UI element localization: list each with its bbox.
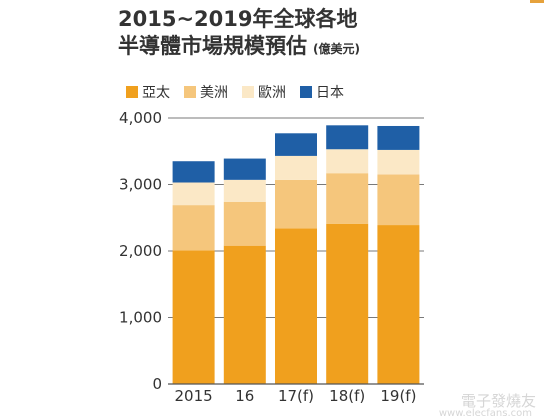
unit-label: (億美元) xyxy=(313,42,360,56)
x-tick-label-1: 16 xyxy=(235,387,254,405)
bar-3-0 xyxy=(326,223,369,384)
bar-4-1 xyxy=(377,174,420,226)
legend-label-1: 美洲 xyxy=(200,85,228,101)
chart-title-line2: 半導體市場規模預估 (億美元) xyxy=(118,33,538,63)
chart-legend: 亞太 美洲 歐洲 日本 xyxy=(126,83,358,101)
y-tick-label-1: 1,000 xyxy=(119,309,162,327)
watermark-text: 電子發燒友 xyxy=(460,392,536,410)
x-tick-label-4: 19(f) xyxy=(380,387,416,405)
legend-item-1: 美洲 xyxy=(184,82,228,102)
bar-0-2 xyxy=(172,182,215,206)
legend-label-3: 日本 xyxy=(316,85,344,101)
watermark-url: www.elecfans.com xyxy=(438,408,532,419)
y-tick-label-2: 2,000 xyxy=(119,242,162,260)
bar-4-3 xyxy=(377,125,420,150)
bar-0-1 xyxy=(172,205,215,251)
legend-label-2: 歐洲 xyxy=(258,85,286,101)
legend-label-0: 亞太 xyxy=(142,85,170,101)
legend-item-0: 亞太 xyxy=(126,82,170,102)
legend-swatch-3 xyxy=(300,86,312,98)
bar-3-3 xyxy=(326,125,369,150)
bar-3-2 xyxy=(326,149,369,174)
bar-0-3 xyxy=(172,161,215,183)
bar-2-2 xyxy=(275,155,317,180)
legend-swatch-0 xyxy=(126,86,138,98)
bar-2-3 xyxy=(275,133,317,156)
legend-swatch-1 xyxy=(184,86,196,98)
bar-2-1 xyxy=(275,179,317,229)
chart-title-block: 2015~2019年全球各地 半導體市場規模預估 (億美元) xyxy=(118,6,538,63)
legend-item-2: 歐洲 xyxy=(242,82,286,102)
bar-4-0 xyxy=(377,225,420,384)
chart-title-line1: 2015~2019年全球各地 xyxy=(118,7,358,31)
x-tick-label-3: 18(f) xyxy=(329,387,365,405)
corner-accent-mark xyxy=(530,0,544,3)
legend-item-3: 日本 xyxy=(300,82,344,102)
y-tick-label-3: 3,000 xyxy=(119,176,162,194)
bar-0-0 xyxy=(172,250,215,384)
bar-2-0 xyxy=(275,228,317,384)
chart-title-line2-text: 半導體市場規模預估 xyxy=(118,34,307,58)
bar-3-1 xyxy=(326,173,369,224)
x-tick-label-2: 17(f) xyxy=(278,387,314,405)
bar-1-1 xyxy=(223,201,266,246)
y-tick-label-4: 4,000 xyxy=(119,109,162,127)
y-tick-label-0: 0 xyxy=(152,375,162,393)
bar-1-3 xyxy=(223,158,266,180)
x-tick-label-0: 2015 xyxy=(175,387,213,405)
bar-1-2 xyxy=(223,179,266,202)
bar-1-0 xyxy=(223,245,266,384)
bar-4-2 xyxy=(377,149,420,175)
legend-swatch-2 xyxy=(242,86,254,98)
